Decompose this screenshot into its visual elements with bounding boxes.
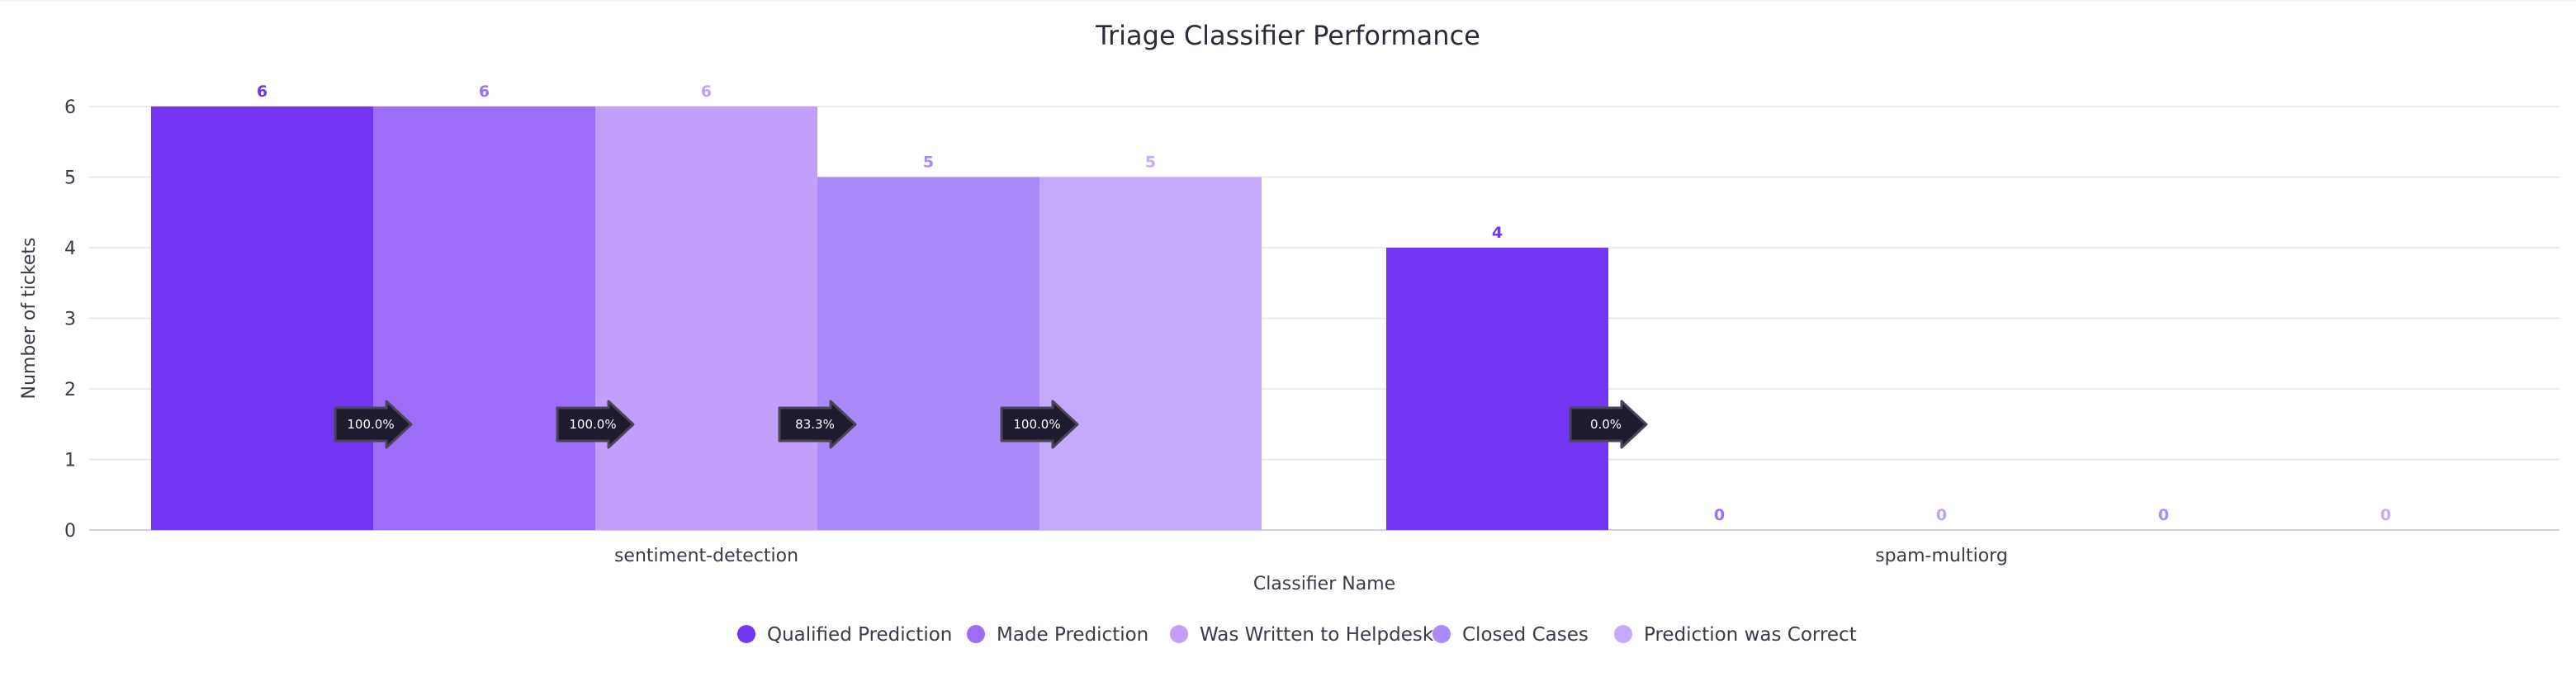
legend-marker (967, 625, 985, 643)
bar-value-label: 0 (2158, 506, 2169, 524)
bar-value-label: 5 (1145, 154, 1156, 172)
legend-label: Prediction was Correct (1644, 624, 1857, 646)
bar (373, 107, 595, 530)
bar-value-label: 0 (1936, 506, 1947, 524)
x-axis-label: Classifier Name (1253, 574, 1395, 594)
y-tick-label: 6 (64, 97, 76, 118)
y-tick-label: 3 (64, 310, 76, 330)
x-tick-label: spam-multiorg (1875, 546, 2008, 566)
bar (1039, 177, 1262, 530)
legend-label: Closed Cases (1462, 624, 1589, 646)
legend-marker (1432, 625, 1451, 643)
bar (595, 107, 817, 530)
conversion-arrow (556, 400, 635, 449)
bar-value-label: 6 (701, 83, 712, 101)
y-tick-label: 1 (64, 451, 76, 471)
bar-value-label: 5 (923, 154, 934, 172)
y-tick-label: 0 (64, 521, 76, 542)
bar (151, 107, 373, 530)
legend-label: Made Prediction (997, 624, 1148, 646)
conversion-label: 100.0% (347, 417, 394, 432)
conversion-label: 83.3% (795, 417, 835, 432)
bar-value-label: 6 (257, 83, 268, 101)
conversion-label: 100.0% (1013, 417, 1060, 432)
y-tick-label: 5 (64, 168, 76, 189)
legend-marker (737, 625, 755, 643)
conversion-arrow (1000, 400, 1079, 449)
y-tick-label: 2 (64, 380, 76, 400)
conversion-label: 100.0% (569, 417, 616, 432)
bar-value-label: 6 (479, 83, 490, 101)
y-tick-label: 4 (64, 239, 76, 259)
bar (1386, 248, 1608, 530)
chart-title: Triage Classifier Performance (1095, 20, 1480, 51)
legend-label: Qualified Prediction (767, 624, 952, 646)
conversion-arrow (778, 400, 857, 449)
bar (817, 177, 1039, 530)
conversion-label: 0.0% (1590, 417, 1622, 432)
y-axis-label: Number of tickets (19, 238, 40, 400)
legend-marker (1170, 625, 1188, 643)
bar-value-label: 0 (1714, 506, 1725, 524)
legend-marker (1614, 625, 1632, 643)
x-tick-label: sentiment-detection (614, 546, 798, 566)
conversion-arrow (1569, 400, 1648, 449)
bar-value-label: 0 (2380, 506, 2391, 524)
bar-value-label: 4 (1492, 224, 1503, 242)
conversion-arrow (334, 400, 413, 449)
legend-label: Was Written to Helpdesk (1200, 624, 1434, 646)
